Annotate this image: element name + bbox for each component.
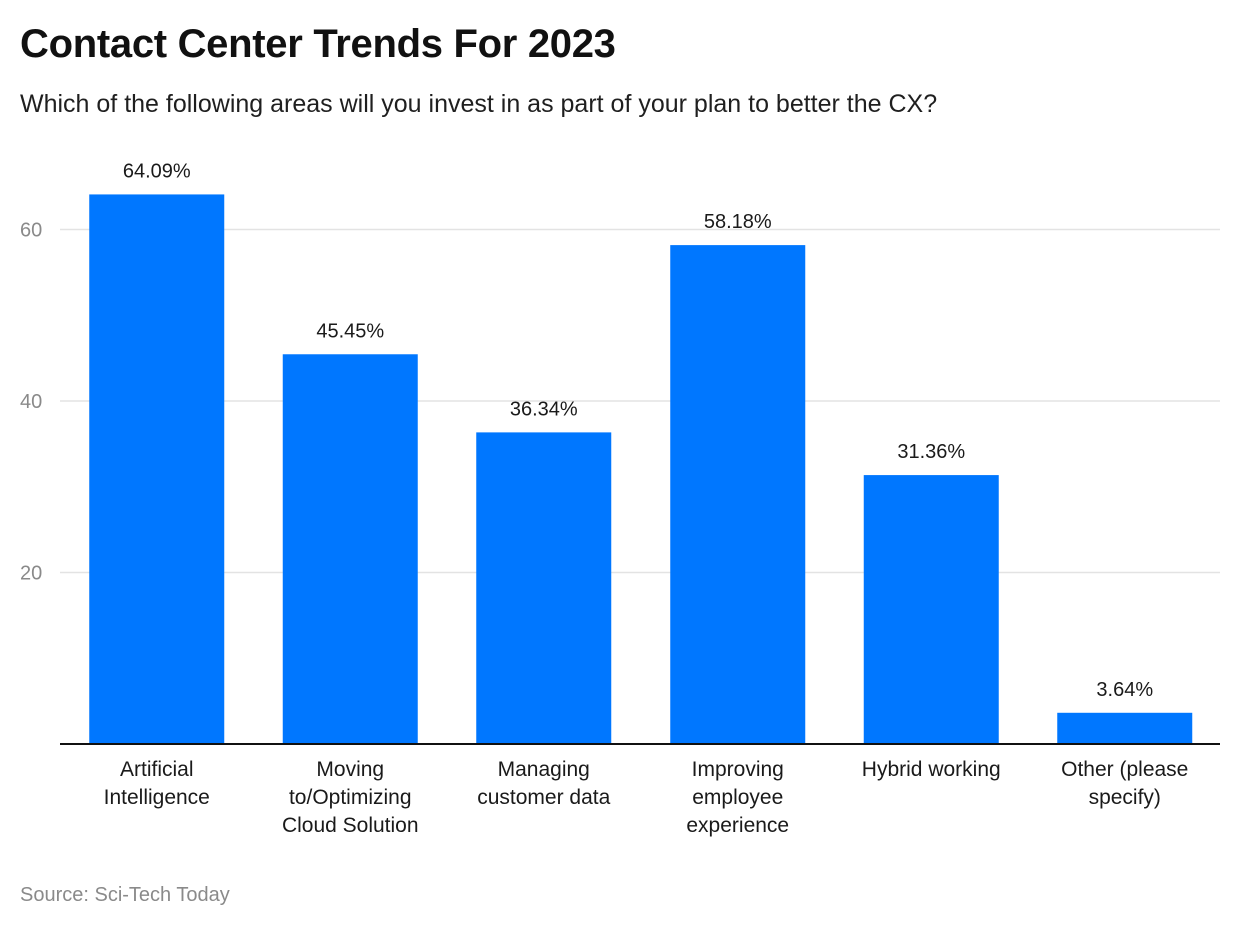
data-label: 45.45% (316, 320, 384, 342)
data-labels: 64.09% 45.45% 36.34% 58.18% 31.36% 3.64% (123, 160, 1153, 700)
category-label: Artificial (120, 758, 194, 781)
category-label: experience (686, 814, 789, 837)
bar-chart: 20 40 60 64.09% 45.45% 36.34% 58.18% 31.36% 3.6… (20, 160, 1220, 837)
y-tick-label: 40 (20, 391, 42, 413)
category-label: Moving (316, 758, 384, 781)
category-label: specify) (1089, 786, 1161, 809)
data-label: 36.34% (510, 398, 578, 420)
data-label: 3.64% (1096, 679, 1153, 701)
bar (863, 475, 999, 744)
bar (282, 354, 418, 744)
category-label: employee (692, 786, 783, 809)
category-label: customer data (477, 786, 610, 809)
category-label: Improving (692, 758, 784, 781)
data-label: 64.09% (123, 160, 191, 182)
data-label: 58.18% (704, 211, 772, 233)
category-label: Intelligence (104, 786, 210, 809)
bar (1057, 712, 1193, 744)
bar (476, 432, 612, 744)
y-tick-label: 60 (20, 220, 42, 242)
category-label: Managing (498, 758, 590, 781)
gridlines: 20 40 60 (20, 220, 1220, 585)
category-labels: Artificial Intelligence Moving to/Optimizin… (104, 758, 1189, 837)
category-label: Other (please (1061, 758, 1188, 781)
bar (89, 194, 225, 745)
y-tick-label: 20 (20, 563, 42, 585)
category-label: to/Optimizing (289, 786, 412, 809)
chart-title: Contact Center Trends For 2023 (20, 22, 616, 66)
category-label: Hybrid working (862, 758, 1001, 781)
bars (89, 194, 1193, 745)
source-note: Source: Sci-Tech Today (20, 884, 230, 906)
chart-subtitle: Which of the following areas will you in… (20, 90, 938, 118)
bar (670, 245, 806, 744)
category-label: Cloud Solution (282, 814, 419, 837)
data-label: 31.36% (897, 441, 965, 463)
